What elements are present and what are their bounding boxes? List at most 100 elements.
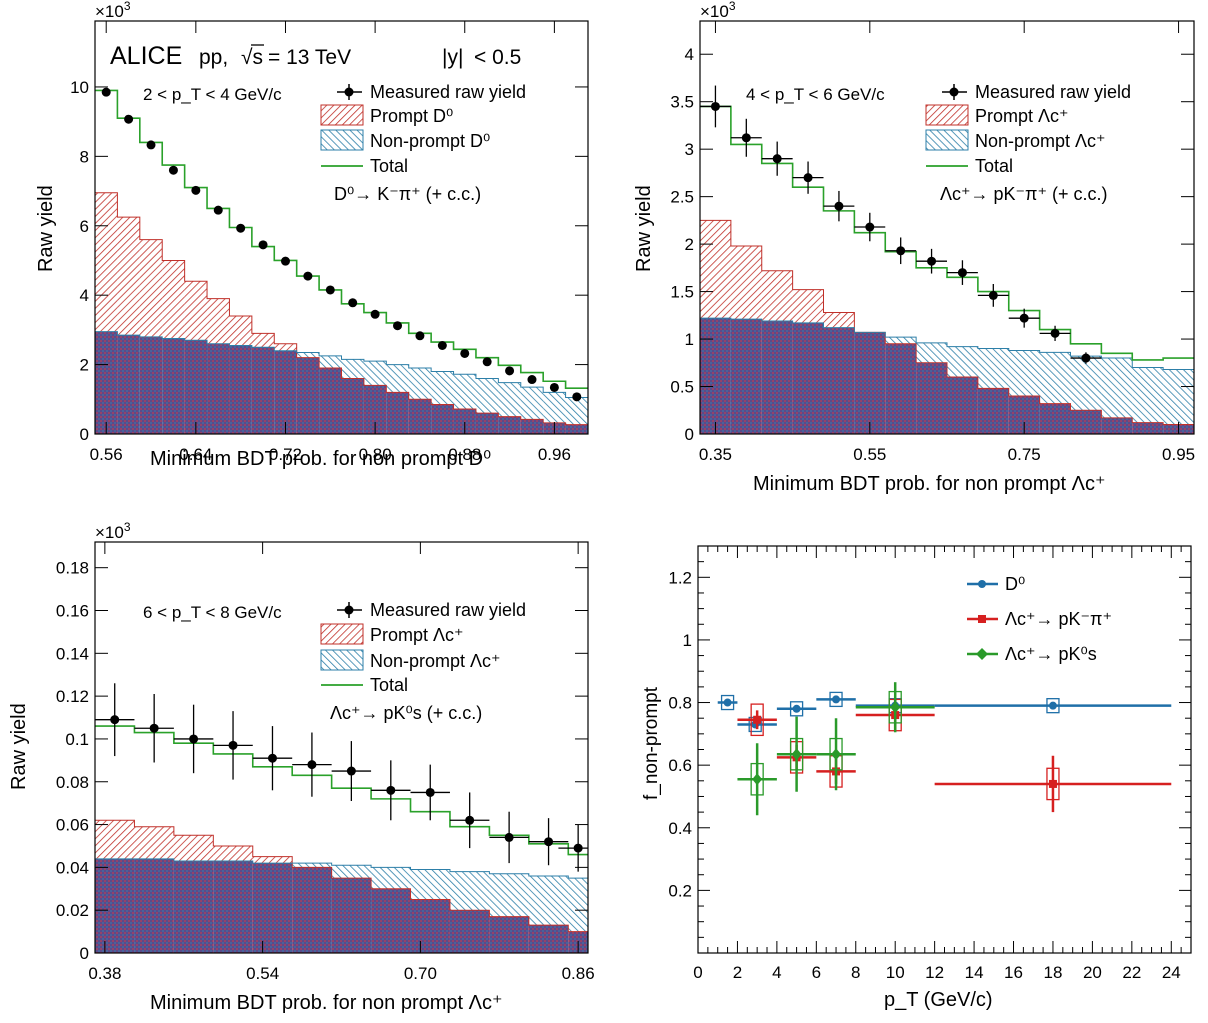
data-point	[146, 140, 156, 150]
nonprompt-bar	[916, 342, 947, 363]
total-line	[95, 89, 588, 389]
x-tick-label: 16	[1004, 963, 1023, 982]
data-point	[1070, 352, 1102, 364]
nonprompt-bar	[319, 355, 342, 369]
nonprompt-bar	[331, 865, 372, 879]
marker	[723, 698, 732, 707]
legend-total: Total	[321, 156, 408, 176]
x-tick-label: 18	[1043, 963, 1062, 982]
x-axis-title: p_T (GeV/c)	[884, 989, 993, 1011]
nonprompt-bar	[386, 364, 409, 393]
legend: Measured raw yield Prompt Λc⁺ Non-prompt…	[320, 600, 526, 723]
y-tick-label: 0.14	[56, 644, 89, 663]
y-tick-label: 1.2	[668, 568, 692, 587]
panel-top-right: 0.35 0.55 0.75 0.95 0 0.5 1 1.5 2 2.5 3 3.5 4 ×103 4…	[633, 0, 1195, 495]
axis-ticks: 0 2 4 6 8 10 12 14 16 18 20 22 240.20.40.60.811.2	[668, 545, 1192, 982]
overlap-bar	[386, 392, 409, 434]
data-point	[528, 818, 569, 866]
data-point	[134, 693, 174, 763]
marker	[307, 760, 317, 770]
axis-ticks: 0.56 0.64 0.72 0.80 0.88 0.96 0 2 4 6 8 10	[70, 21, 588, 464]
marker	[425, 787, 435, 797]
y-tick-label: 0.1	[65, 730, 89, 749]
y-tick-label: 1.5	[670, 283, 694, 302]
overlap-bar	[252, 863, 293, 953]
overlap-bar	[947, 377, 978, 434]
marker	[101, 87, 111, 97]
y-tick-label: 2.5	[670, 188, 694, 207]
legend-nonprompt: Non-prompt D⁰	[320, 129, 490, 151]
prompt-bar	[95, 820, 135, 859]
marker	[325, 285, 335, 295]
legend-d0: D⁰	[967, 574, 1025, 594]
y-tick-label: 0.12	[56, 687, 89, 706]
energy-value: = 13 TeV	[268, 46, 351, 69]
svg-text:Prompt D⁰: Prompt D⁰	[370, 106, 453, 126]
marker	[832, 695, 841, 704]
marker	[544, 837, 554, 847]
data-point	[410, 764, 450, 821]
svg-text:Λc⁺→ pK⁰s: Λc⁺→ pK⁰s	[1005, 644, 1097, 664]
prompt-bar	[117, 217, 140, 336]
svg-text:Prompt Λc⁺: Prompt Λc⁺	[370, 625, 464, 645]
prompt-outline	[699, 219, 1194, 434]
marker	[505, 366, 515, 376]
y-tick-label: 2	[80, 356, 89, 375]
data-point	[572, 392, 582, 402]
plot-area	[94, 683, 588, 953]
data-point	[737, 743, 777, 816]
prompt-bar	[134, 826, 174, 859]
marker	[465, 815, 475, 825]
prompt-bar	[207, 298, 230, 344]
marker	[280, 256, 290, 266]
prompt-bar	[274, 343, 297, 351]
nonprompt-bar	[489, 873, 529, 917]
decay-label: Λc⁺→ pK⁻π⁺ (+ c.c.)	[940, 184, 1107, 204]
nonprompt-bar	[1039, 352, 1071, 404]
rapidity-var: |y|	[442, 46, 463, 69]
x-tick-label: 2	[733, 963, 742, 982]
nonprompt-bar	[341, 359, 364, 379]
y-tick-label: 0.8	[668, 694, 692, 713]
overlap-bar	[162, 338, 185, 434]
data-point	[280, 256, 290, 266]
y-axis-title: Raw yield	[8, 703, 30, 790]
nonprompt-bar	[498, 382, 521, 417]
x-tick-label: 12	[925, 963, 944, 982]
y-tick-label: 0	[80, 944, 89, 963]
syst-box	[1046, 767, 1060, 801]
legend-prompt: Prompt D⁰	[320, 104, 453, 126]
prompt-bar	[95, 192, 118, 332]
overlap-bar	[431, 404, 454, 434]
marker	[549, 382, 559, 392]
marker	[460, 348, 470, 358]
decay-label: Λc⁺→ pK⁰s (+ c.c.)	[330, 703, 482, 723]
marker	[890, 701, 901, 714]
marker	[896, 246, 906, 256]
marker	[1081, 353, 1091, 363]
overlap-bar	[139, 336, 163, 434]
data-point	[549, 382, 559, 392]
marker	[415, 331, 425, 341]
svg-text:Measured raw yield: Measured raw yield	[370, 82, 526, 102]
data-point	[331, 741, 372, 802]
nonprompt-bar	[1132, 367, 1164, 423]
marker	[386, 785, 396, 795]
nonprompt-bar	[568, 878, 588, 932]
svg-text:Non-prompt D⁰: Non-prompt D⁰	[370, 131, 490, 151]
data-point	[855, 682, 935, 733]
overlap-bar	[854, 332, 886, 434]
marker	[1050, 328, 1060, 338]
prompt-bar	[213, 845, 253, 861]
y-tick-label: 0.02	[56, 901, 89, 920]
y-tick-label: 0.08	[56, 773, 89, 792]
marker	[346, 766, 356, 776]
overlap-bar	[475, 413, 499, 434]
overlap-bar	[229, 345, 252, 434]
data-point	[916, 248, 947, 274]
overlap-bar	[251, 347, 275, 434]
x-tick-label: 0.72	[269, 445, 302, 464]
y-tick-label: 0.6	[668, 756, 692, 775]
x-tick-label: 10	[886, 963, 905, 982]
marker	[348, 298, 358, 308]
